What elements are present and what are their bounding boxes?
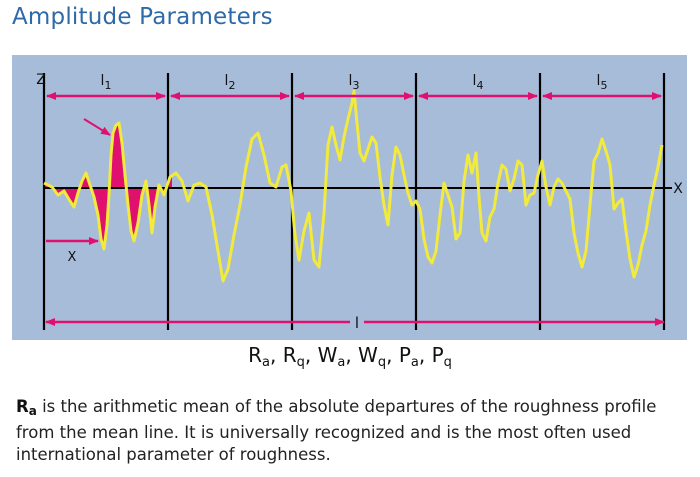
segment-label-3: l3	[349, 73, 360, 92]
parameter-separator: ,	[345, 343, 359, 367]
x-distance-label: X	[68, 250, 77, 265]
segment-label-4: l4	[473, 73, 484, 92]
segment-label-base: l	[225, 73, 229, 89]
z-axis-label: Z	[36, 72, 46, 88]
parameter-separator: ,	[304, 343, 318, 367]
roughness-profile-svg: l1 l2 l3 l4 l5 l Z X X	[12, 55, 687, 340]
parameter-pa: Pa	[398, 343, 419, 370]
ra-description: Ra is the arithmetic mean of the absolut…	[16, 396, 686, 466]
parameter-pq: Pq	[431, 343, 452, 370]
parameter-separator: ,	[386, 343, 399, 367]
segment-label-sub: 4	[476, 79, 483, 92]
sampling-length-dividers	[42, 73, 666, 330]
x-axis-label: X	[673, 181, 683, 197]
parameter-separator: ,	[269, 343, 283, 367]
segment-label-sub: 1	[104, 79, 111, 92]
segment-label-sub: 2	[228, 79, 235, 92]
parameter-wa: Wa	[317, 343, 346, 370]
parameter-separator: ,	[418, 343, 432, 367]
total-length-label: l	[355, 314, 359, 332]
segment-label-2: l2	[225, 73, 236, 92]
ra-description-text: is the arithmetic mean of the absolute d…	[16, 397, 657, 464]
segment-label-sub: 3	[352, 79, 359, 92]
segment-label-base: l	[101, 73, 105, 89]
page-title: Amplitude Parameters	[12, 4, 273, 30]
segment-label-5: l5	[597, 73, 608, 92]
segment-label-base: l	[473, 73, 477, 89]
segment-label-base: l	[597, 73, 601, 89]
parameter-rq: Rq	[282, 343, 305, 370]
parameter-ra: Ra	[248, 343, 270, 370]
parameter-wq: Wq	[358, 343, 387, 370]
diagram-background	[12, 55, 687, 340]
segment-label-1: l1	[101, 73, 112, 92]
total-length-label-bg	[350, 312, 364, 332]
parameter-list: Ra, Rq, Wa, Wq, Pa, Pq	[0, 343, 700, 370]
roughness-diagram: l1 l2 l3 l4 l5 l Z X X	[12, 55, 687, 340]
ra-symbol: Ra	[16, 397, 37, 418]
roughness-profile-line	[43, 89, 664, 283]
peak-pointer-arrow	[83, 118, 111, 136]
segment-labels: l1 l2 l3 l4 l5	[101, 73, 608, 92]
segment-label-base: l	[349, 73, 353, 89]
segment-label-sub: 5	[600, 79, 607, 92]
